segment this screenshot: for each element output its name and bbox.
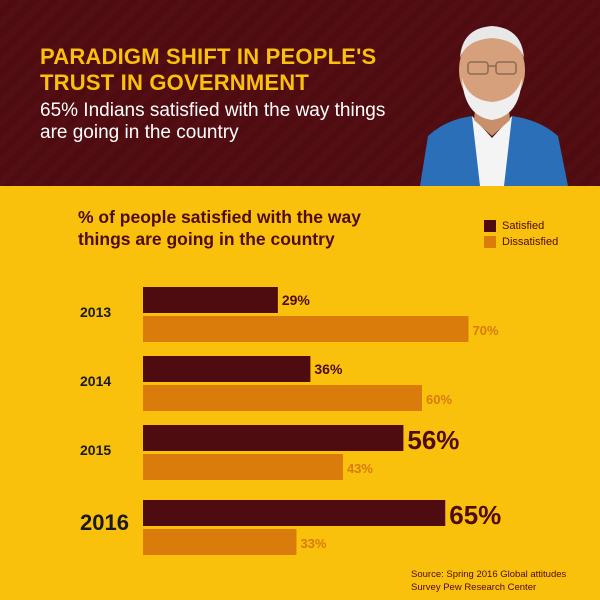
legend-item-satisfied: Satisfied <box>484 219 558 233</box>
data-label-dissatisfied: 60% <box>426 392 452 407</box>
chart-title: % of people satisfied with the way thing… <box>78 207 361 249</box>
legend-item-dissatisfied: Dissatisfied <box>484 235 558 249</box>
source-note: Source: Spring 2016 Global attitudes Sur… <box>411 568 591 594</box>
legend-swatch-dissatisfied <box>484 236 496 248</box>
legend-label-dissatisfied: Dissatisfied <box>502 236 559 248</box>
header-banner: PARADIGM SHIFT IN PEOPLE'S TRUST IN GOVE… <box>0 0 600 186</box>
headline: PARADIGM SHIFT IN PEOPLE'S TRUST IN GOVE… <box>40 44 377 95</box>
data-label-dissatisfied: 70% <box>473 323 499 338</box>
category-label: 2014 <box>80 373 111 389</box>
category-label: 2015 <box>80 442 111 458</box>
bar-satisfied <box>143 356 311 382</box>
bar-satisfied <box>143 425 404 451</box>
bar-dissatisfied <box>143 529 297 555</box>
legend: Satisfied Dissatisfied <box>484 219 558 251</box>
bar-satisfied <box>143 287 278 313</box>
bar-dissatisfied <box>143 385 422 411</box>
legend-swatch-satisfied <box>484 220 496 232</box>
data-label-dissatisfied: 43% <box>347 461 373 476</box>
subheadline: 65% Indians satisfied with the way thing… <box>40 100 386 143</box>
data-label-dissatisfied: 33% <box>300 536 326 551</box>
category-label: 2016 <box>80 510 129 535</box>
data-label-satisfied: 65% <box>449 500 501 530</box>
bar-dissatisfied <box>143 454 343 480</box>
person-portrait-icon <box>420 26 568 186</box>
data-label-satisfied: 36% <box>314 361 343 377</box>
legend-label-satisfied: Satisfied <box>502 220 545 232</box>
source-line-2: Survey Pew Research Center <box>411 582 537 593</box>
data-label-satisfied: 56% <box>407 425 459 455</box>
source-line-1: Source: Spring 2016 Global attitudes <box>411 569 567 580</box>
bar-dissatisfied <box>143 316 469 342</box>
bar-satisfied <box>143 500 446 526</box>
data-label-satisfied: 29% <box>282 292 311 308</box>
category-label: 2013 <box>80 304 111 320</box>
